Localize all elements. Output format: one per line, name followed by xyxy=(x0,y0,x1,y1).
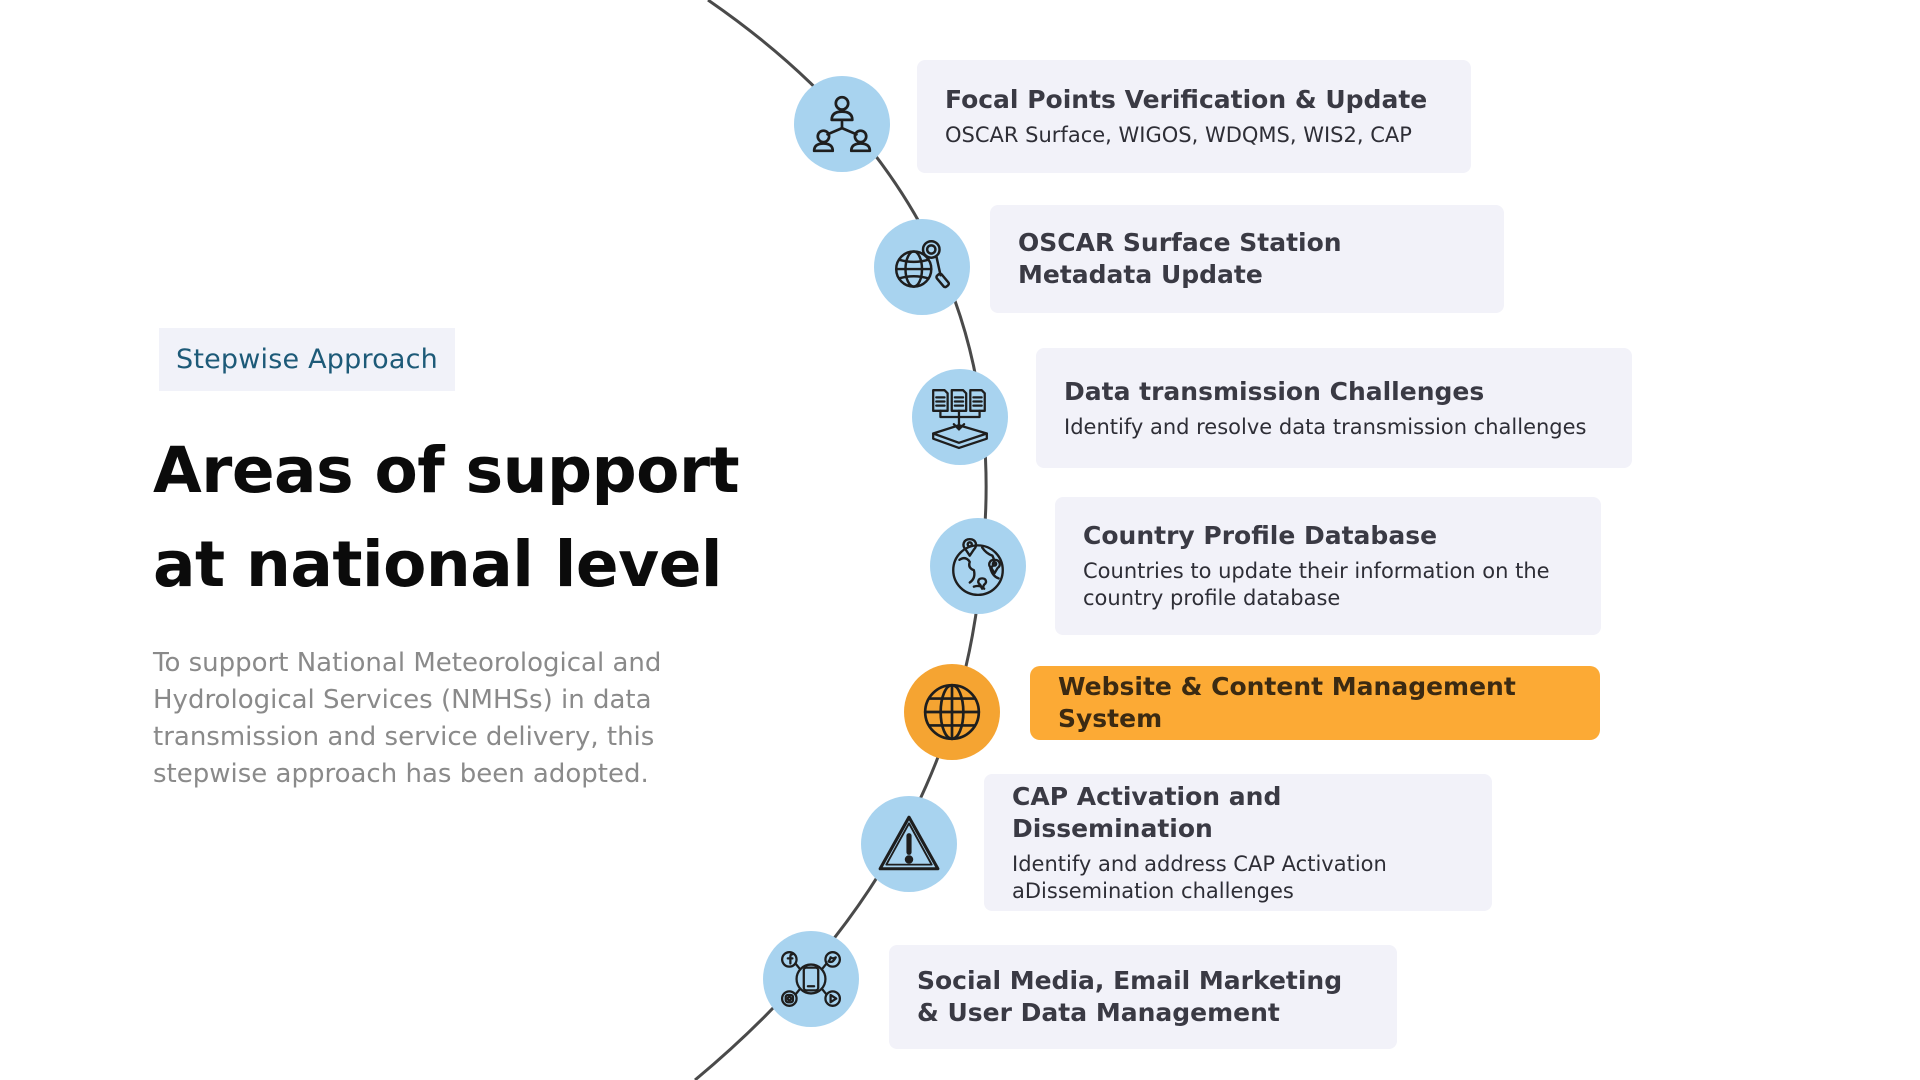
step-7-title: Social Media, Email Marketing & User Dat… xyxy=(917,966,1343,1027)
step-7-icon-circle xyxy=(763,931,859,1027)
step-5-icon-circle xyxy=(904,664,1000,760)
step-5-card: Website & Content Management System xyxy=(1030,666,1600,740)
section-tag-label: Stepwise Approach xyxy=(176,344,438,375)
step-1-card: Focal Points Verification & Update OSCAR… xyxy=(917,60,1471,173)
step-1-icon-circle xyxy=(794,76,890,172)
step-7-card: Social Media, Email Marketing & User Dat… xyxy=(889,945,1397,1049)
step-3-subtitle: Identify and resolve data transmission c… xyxy=(1064,414,1587,439)
step-3-card: Data transmission Challenges Identify an… xyxy=(1036,348,1632,468)
step-1-subtitle: OSCAR Surface, WIGOS, WDQMS, WIS2, CAP xyxy=(945,123,1412,147)
step-2-icon-circle xyxy=(874,219,970,315)
step-6-subtitle: Identify and address CAP Activation aDis… xyxy=(1012,851,1387,903)
warning-icon xyxy=(878,815,940,871)
step-4-subtitle: Countries to update their information on… xyxy=(1083,559,1550,610)
globe-icon xyxy=(923,683,981,741)
step-3-title: Data transmission Challenges xyxy=(1064,376,1485,406)
step-6-card: CAP Activation and Dissemination Identif… xyxy=(984,774,1492,911)
social-media-icon xyxy=(780,951,842,1007)
step-4-card: Country Profile Database Countries to up… xyxy=(1055,497,1601,635)
step-2-title: OSCAR Surface Station Metadata Update xyxy=(1018,228,1342,289)
step-4-icon-circle xyxy=(930,518,1026,614)
people-network-icon xyxy=(812,95,872,153)
step-4-title: Country Profile Database xyxy=(1083,521,1438,550)
page-description: To support National Meteorological and H… xyxy=(153,648,662,789)
page-title-line-1: Areas of support xyxy=(153,434,740,507)
step-1-title: Focal Points Verification & Update xyxy=(945,85,1428,114)
page-title: Areas of support at national level xyxy=(153,424,773,612)
page-title-line-2: at national level xyxy=(153,528,723,601)
step-3-icon-circle xyxy=(912,369,1008,465)
step-2-card: OSCAR Surface Station Metadata Update xyxy=(990,205,1504,313)
section-tag: Stepwise Approach xyxy=(159,328,455,391)
step-6-icon-circle xyxy=(861,796,957,892)
world-pins-icon xyxy=(952,538,1004,597)
step-5-title: Website & Content Management System xyxy=(1058,672,1516,733)
step-6-title: CAP Activation and Dissemination xyxy=(1012,781,1282,843)
data-transfer-icon xyxy=(932,389,988,450)
globe-search-icon xyxy=(894,239,951,289)
